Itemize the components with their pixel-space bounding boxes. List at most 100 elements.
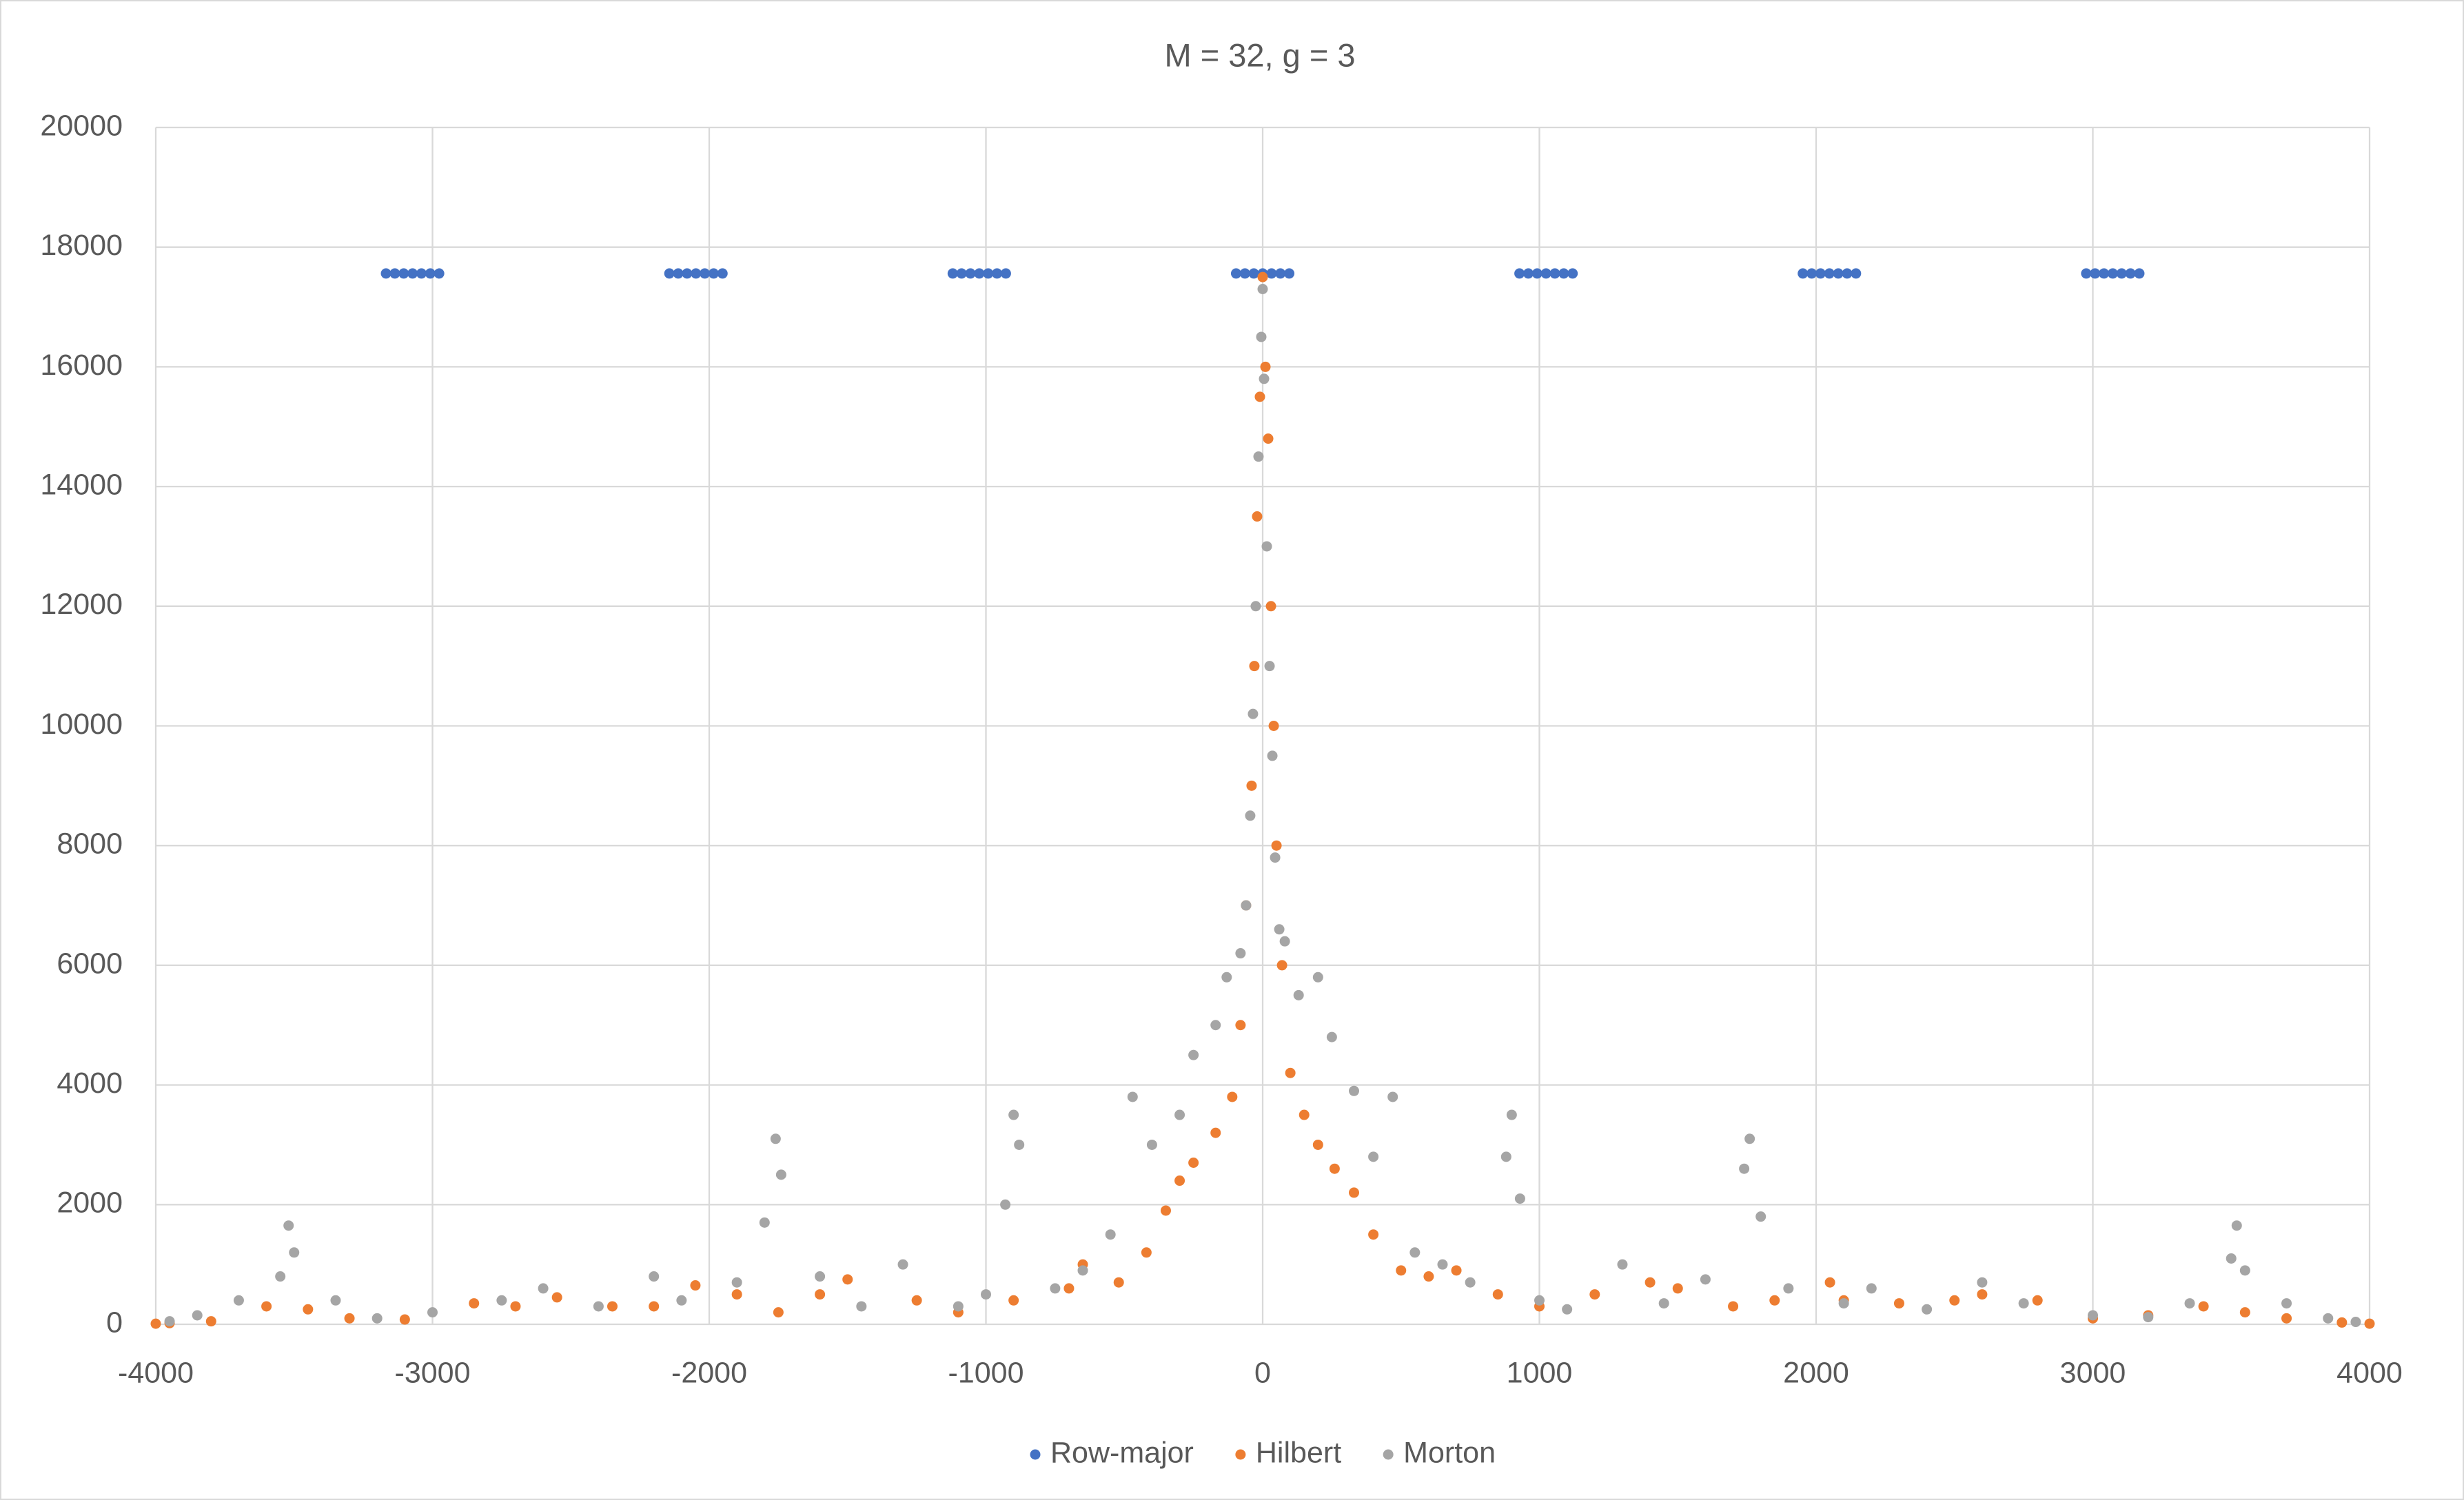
point (283, 1220, 294, 1231)
point (1285, 1067, 1296, 1078)
x-tick-label: 4000 (2336, 1356, 2403, 1389)
point (2281, 1313, 2292, 1324)
point (676, 1295, 687, 1306)
point (708, 268, 719, 279)
point (2323, 1313, 2334, 1324)
point (1000, 1199, 1011, 1210)
point (2350, 1317, 2361, 1328)
point (416, 268, 427, 279)
point (690, 1280, 701, 1291)
point (1851, 268, 1862, 279)
point (1245, 810, 1256, 821)
point (664, 268, 675, 279)
chart-title: M = 32, g = 3 (1165, 37, 1356, 73)
point (1000, 268, 1011, 279)
point (1451, 1265, 1462, 1276)
point (1645, 1277, 1656, 1288)
point (1977, 1289, 1988, 1300)
point (1500, 1151, 1511, 1162)
point (1279, 936, 1290, 947)
x-tick-label: -2000 (671, 1356, 747, 1389)
point (1838, 1298, 1849, 1309)
point (1221, 972, 1232, 983)
point (1077, 1265, 1088, 1276)
point (380, 268, 391, 279)
x-tick-label: 3000 (2060, 1356, 2126, 1389)
point (1531, 268, 1542, 279)
point (965, 268, 976, 279)
point (2336, 1317, 2348, 1328)
point (956, 268, 967, 279)
point (1248, 268, 1259, 279)
point (1798, 268, 1809, 279)
y-tick-label: 8000 (57, 828, 123, 861)
point (1263, 433, 1274, 444)
point (389, 268, 400, 279)
point (1312, 972, 1323, 983)
point (2099, 268, 2110, 279)
point (205, 1316, 216, 1327)
point (303, 1304, 314, 1315)
point (1672, 1283, 1683, 1294)
point (1254, 391, 1265, 402)
point (496, 1295, 507, 1306)
point (759, 1217, 770, 1228)
point (434, 268, 445, 279)
point (2090, 268, 2101, 279)
y-tick-label: 2000 (57, 1186, 123, 1220)
y-tick-label: 18000 (40, 229, 123, 262)
point (1257, 283, 1268, 294)
point (261, 1301, 272, 1312)
point (1008, 1295, 1019, 1306)
point (1014, 1139, 1025, 1150)
point (1261, 541, 1272, 552)
point (2239, 1265, 2250, 1276)
point (1893, 1298, 1904, 1309)
point (1977, 1277, 1988, 1288)
point (1260, 361, 1271, 372)
point (1842, 268, 1853, 279)
point (1387, 1091, 1398, 1102)
legend-marker (1383, 1449, 1394, 1460)
x-tick-label: -3000 (395, 1356, 471, 1389)
point (1492, 1289, 1503, 1300)
point (1755, 1211, 1766, 1222)
point (1270, 852, 1281, 863)
point (399, 1314, 410, 1325)
point (2032, 1295, 2043, 1306)
point (1188, 1049, 1199, 1060)
point (1275, 268, 1286, 279)
point (1739, 1163, 1750, 1174)
point (856, 1301, 867, 1312)
point (1465, 1277, 1476, 1288)
point (1259, 373, 1270, 384)
point (1824, 1277, 1835, 1288)
point (691, 268, 702, 279)
point (1210, 1127, 1221, 1138)
point (974, 268, 985, 279)
point (1549, 268, 1560, 279)
point (1348, 1187, 1359, 1198)
point (911, 1295, 922, 1306)
point (1866, 1283, 1877, 1294)
point (1540, 268, 1551, 279)
series (164, 283, 2361, 1328)
point (731, 1277, 742, 1288)
y-tick-label: 16000 (40, 349, 123, 382)
point (1141, 1247, 1152, 1258)
point (425, 268, 436, 279)
point (1230, 268, 1241, 279)
point (330, 1295, 341, 1306)
point (371, 1313, 383, 1324)
point (953, 1301, 964, 1312)
point (1514, 1193, 1525, 1204)
point (1241, 900, 1252, 911)
point (2116, 268, 2127, 279)
point (1266, 268, 1277, 279)
point (1728, 1301, 1739, 1312)
point (1658, 1298, 1669, 1309)
point (1348, 1085, 1359, 1096)
point (1113, 1277, 1124, 1288)
point (2143, 1312, 2154, 1323)
